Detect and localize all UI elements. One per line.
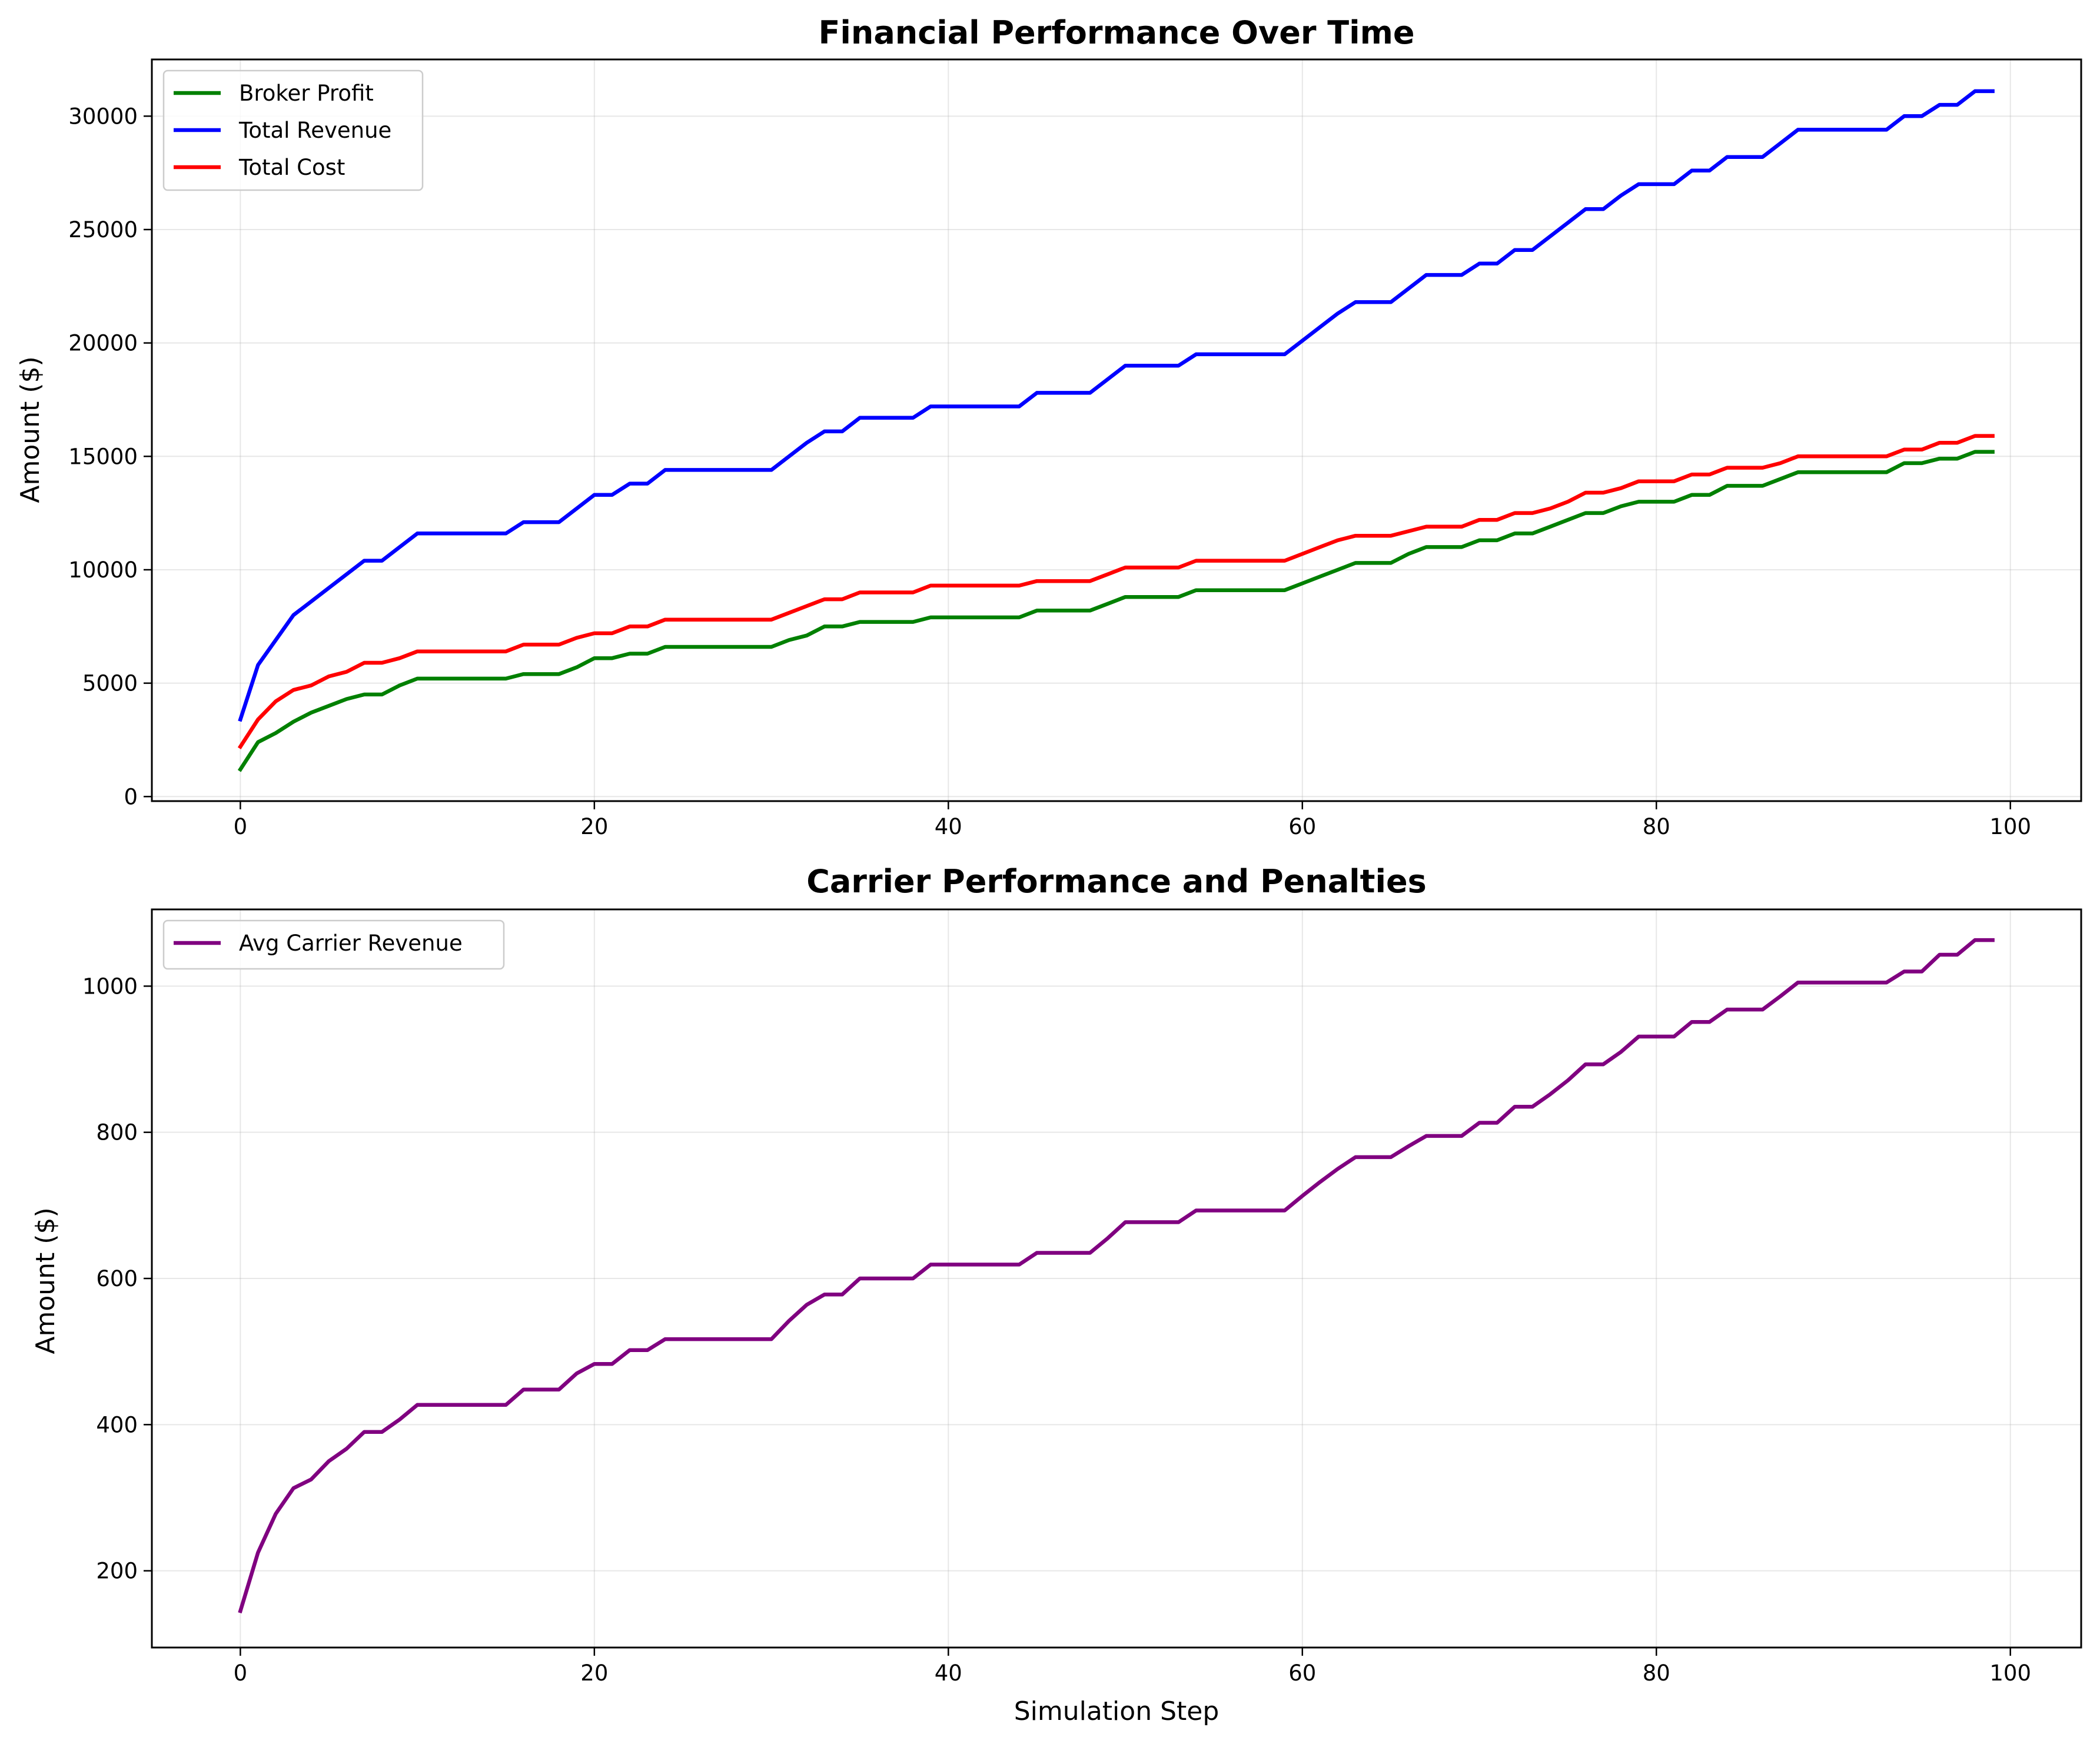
y-tick-label: 800 [96, 1120, 138, 1145]
legend: Avg Carrier Revenue [162, 919, 505, 970]
y-axis: 200 400 600 800 1000 [82, 974, 152, 1584]
plot-frame [151, 908, 2082, 1649]
y-tick-label: 5000 [82, 671, 138, 696]
legend-box [162, 69, 424, 191]
y-tick-label: 0 [124, 784, 138, 809]
y-axis-label: Amount ($) [15, 356, 45, 503]
x-tick-label: 60 [1288, 814, 1316, 839]
x-tick-label: 100 [1989, 1660, 2031, 1686]
chart-title: Financial Performance Over Time [818, 14, 1414, 51]
y-axis: 0 5000 10000 15000 20000 25000 30000 [68, 104, 152, 809]
legend-label-avg-carrier-revenue: Avg Carrier Revenue [239, 931, 463, 956]
x-tick-label: 0 [234, 814, 248, 839]
x-tick-label: 60 [1288, 1660, 1316, 1686]
broker-profit-line [237, 450, 1995, 772]
legend-label-total-revenue: Total Revenue [238, 118, 391, 143]
legend-label-broker-profit: Broker Profit [239, 81, 374, 106]
plot-frame [151, 58, 2082, 802]
avg-carrier-revenue-line [238, 938, 1995, 1613]
legend: Broker Profit Total Revenue Total Cost [162, 69, 424, 191]
legend-box [162, 919, 505, 970]
x-tick-label: 40 [935, 1660, 962, 1686]
y-tick-label: 20000 [68, 331, 138, 356]
financial-performance-chart: Financial Performance Over Time Amount (… [15, 14, 2082, 839]
total-revenue-line [238, 89, 1995, 722]
total-cost-line [237, 434, 1995, 749]
x-tick-label: 80 [1643, 814, 1670, 839]
x-tick-label: 20 [580, 1660, 608, 1686]
y-tick-label: 15000 [68, 444, 138, 469]
x-axis: 0 20 40 60 80 100 [234, 801, 2031, 839]
y-tick-label: 200 [96, 1559, 138, 1584]
y-tick-label: 25000 [68, 217, 138, 243]
x-axis: 0 20 40 60 80 100 [234, 1648, 2031, 1686]
y-tick-label: 600 [96, 1266, 138, 1291]
series-lines [238, 938, 1995, 1613]
x-tick-label: 100 [1989, 814, 2031, 839]
y-tick-label: 10000 [68, 557, 138, 583]
y-axis-label: Amount ($) [31, 1207, 61, 1354]
x-tick-label: 80 [1643, 1660, 1670, 1686]
x-tick-label: 0 [234, 1660, 248, 1686]
y-tick-label: 1000 [82, 974, 138, 999]
y-tick-label: 30000 [68, 104, 138, 129]
grid [152, 909, 2081, 1648]
x-tick-label: 20 [580, 814, 608, 839]
series-lines [237, 89, 1995, 772]
chart-title: Carrier Performance and Penalties [806, 863, 1427, 900]
carrier-performance-chart: Carrier Performance and Penalties Amount… [31, 863, 2082, 1726]
x-tick-label: 40 [935, 814, 962, 839]
x-axis-label: Simulation Step [1014, 1696, 1220, 1726]
legend-label-total-cost: Total Cost [238, 155, 345, 180]
y-tick-label: 400 [96, 1412, 138, 1437]
